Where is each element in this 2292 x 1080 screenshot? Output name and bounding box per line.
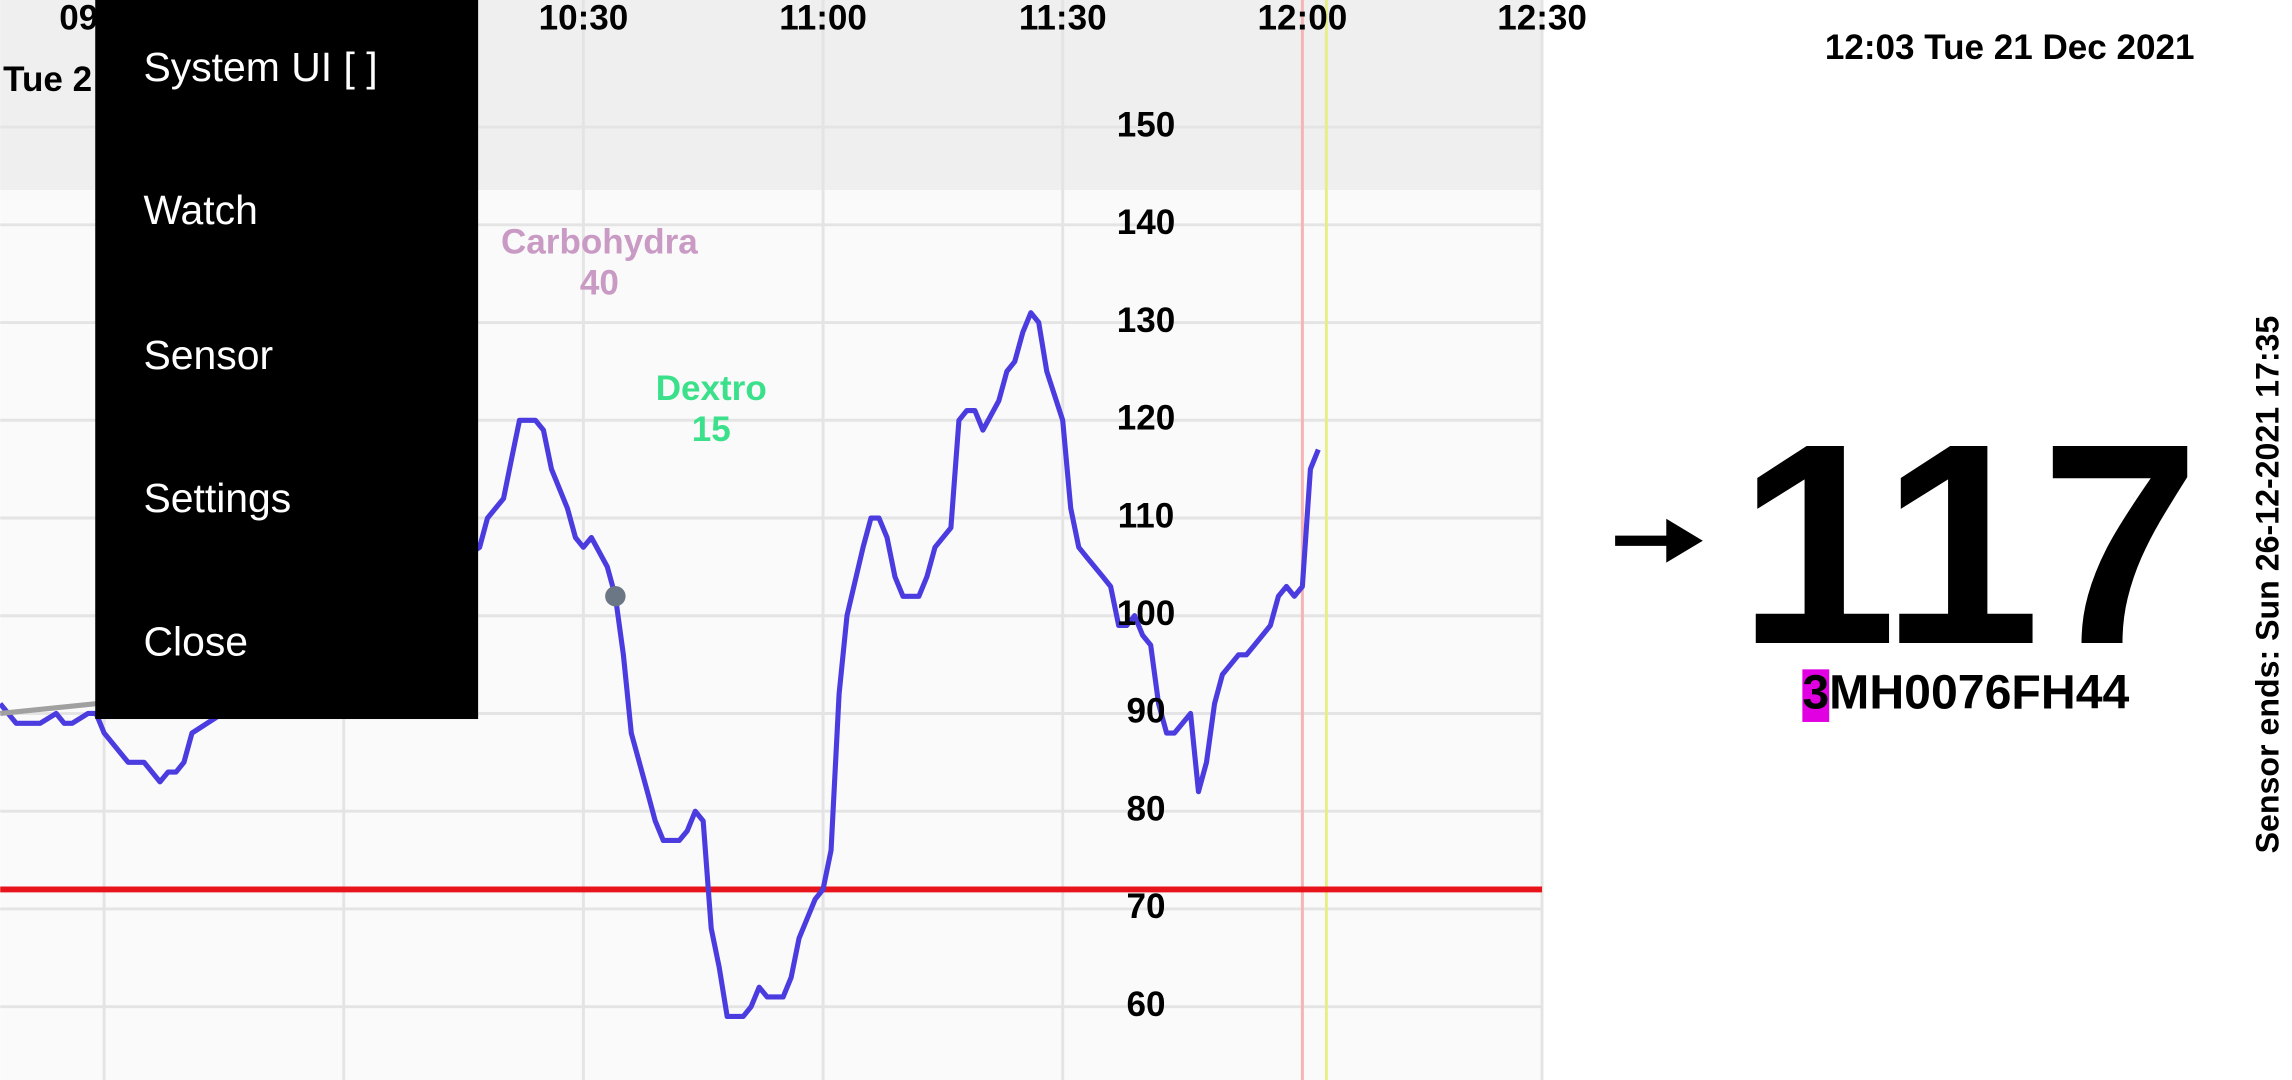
y-tick-label: 60 (1126, 985, 1165, 1024)
x-tick-label: 12:00 (1258, 0, 1348, 38)
menu-item[interactable]: Settings (143, 475, 291, 521)
annotation-amount: 15 (692, 410, 731, 449)
annotation-label: Carbohydra (501, 223, 698, 262)
sensor-id: 3MH0076FH44 (1802, 665, 2129, 719)
reading-panel: 12:03 Tue 21 Dec 2021 117 3MH0076FH44 Se… (1615, 28, 2285, 853)
menu-item[interactable]: System UI [ ] (143, 44, 377, 90)
sensor-id-highlight (1802, 669, 1830, 722)
menu-item[interactable]: Close (143, 618, 248, 664)
x-tick-label: 10:30 (539, 0, 629, 38)
treatment-point (605, 585, 626, 607)
y-tick-label: 120 (1117, 399, 1176, 438)
x-tick-label: 12:30 (1497, 0, 1587, 38)
y-tick-label: 110 (1118, 496, 1175, 535)
menu-panel (95, 0, 479, 720)
glucose-line (0, 310, 1321, 1019)
menu: System UI [ ] Watch Sensor Settings Clos… (95, 0, 479, 720)
date-label: Tue 2 (3, 60, 92, 99)
y-tick-label: 100 (1117, 594, 1176, 633)
datetime: 12:03 Tue 21 Dec 2021 (1825, 28, 2195, 67)
annotation-amount: 40 (580, 264, 619, 303)
menu-item[interactable]: Watch (143, 187, 257, 233)
x-tick-label: 11:30 (1019, 0, 1107, 38)
y-tick-label: 150 (1117, 105, 1176, 144)
y-tick-label: 90 (1126, 692, 1165, 731)
y-tick-label: 140 (1117, 203, 1176, 242)
sensor-ends: Sensor ends: Sun 26-12-2021 17:35 (2249, 316, 2285, 854)
x-tick-label: 11:00 (779, 0, 867, 38)
glucose-line (0, 701, 97, 717)
y-tick-label: 130 (1117, 301, 1176, 340)
menu-item[interactable]: Sensor (143, 332, 273, 378)
trend-arrow-head (1666, 518, 1703, 563)
y-tick-label: 70 (1126, 887, 1165, 926)
annotation-label: Dextro (656, 369, 767, 408)
glucose-value: 117 (1738, 384, 2200, 704)
y-tick-label: 80 (1126, 789, 1165, 828)
